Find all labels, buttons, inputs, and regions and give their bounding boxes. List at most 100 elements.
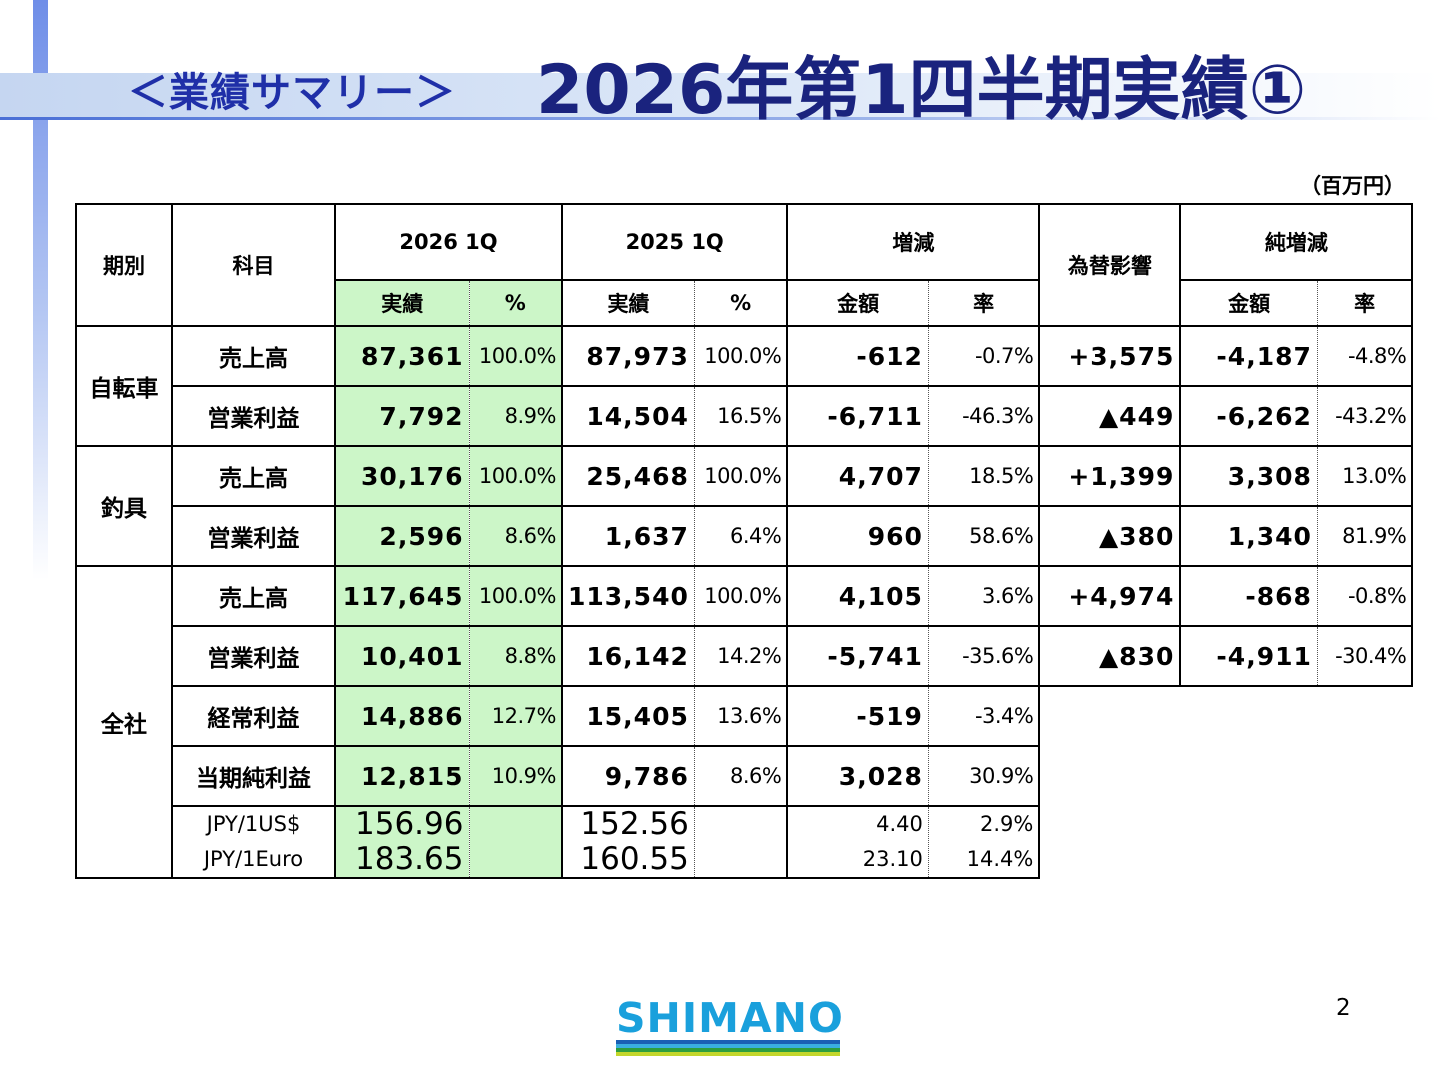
prev-percent: 14.2% — [693, 625, 789, 687]
fx-change-rate: 2.9% 14.4% — [927, 805, 1041, 879]
empty-cell — [1039, 806, 1412, 878]
table-row: 全社 売上高 117,645 100.0% 113,540 100.0% 4,1… — [75, 565, 1414, 879]
change-rate: 30.9% — [927, 745, 1041, 807]
header-row-1: 期別 科目 2026 1Q 2025 1Q 増減 為替影響 純増減 — [75, 203, 1414, 327]
header-cur-percent: % — [468, 279, 563, 327]
prev-percent: 13.6% — [693, 685, 789, 747]
change-amount: 3,028 — [786, 745, 929, 807]
shimano-logo: SHIMANO — [616, 994, 844, 1056]
title-underline — [0, 117, 1440, 120]
table-row: 営業利益 2,596 8.6% 1,637 6.4% 960 58.6% ▲38… — [76, 505, 1414, 567]
table-row: 当期純利益 12,815 10.9% 9,786 8.6% 3,028 30.9… — [76, 745, 1412, 807]
net-rate: -4.8% — [1316, 325, 1414, 387]
segment-bicycle: 自転車 — [75, 325, 173, 447]
fx-prev-euro: 160.55 — [580, 841, 689, 877]
row-item: 売上高 — [171, 445, 336, 507]
prev-percent: 100.0% — [693, 565, 789, 627]
fx-prev-blank — [693, 805, 789, 879]
logo-stripe-green — [616, 1048, 840, 1052]
cur-actual: 12,815 — [334, 745, 470, 807]
change-amount: 4,105 — [786, 565, 929, 627]
change-rate: -3.4% — [927, 685, 1041, 747]
cur-percent: 10.9% — [468, 745, 563, 807]
net-rate: -30.4% — [1316, 625, 1414, 687]
prev-percent: 100.0% — [693, 325, 789, 387]
change-rate: 18.5% — [927, 445, 1041, 507]
section-title: ＜業績サマリー＞ — [128, 70, 456, 116]
page-title: 2026年第1四半期実績① — [536, 51, 1307, 130]
table-row: 営業利益 7,792 8.9% 14,504 16.5% -6,711 -46.… — [76, 385, 1414, 447]
header-change: 増減 — [786, 203, 1041, 281]
cur-percent: 8.6% — [468, 505, 563, 567]
prev-actual: 14,504 — [560, 385, 695, 447]
header-net-amount: 金額 — [1179, 279, 1318, 327]
net-amount: -6,262 — [1179, 385, 1318, 447]
table-row: 自転車 売上高 87,361 100.0% 87,973 100.0% -612… — [75, 325, 1414, 447]
table-row: 営業利益 10,401 8.8% 16,142 14.2% -5,741 -35… — [76, 625, 1414, 687]
net-amount: 1,340 — [1179, 505, 1318, 567]
fx-cur-usd: 156.96 — [355, 806, 464, 842]
logo-stripe-yellow-green — [616, 1052, 840, 1056]
header-cur-actual: 実績 — [334, 279, 470, 327]
segment-fishing-tackle: 釣具 — [75, 445, 173, 567]
prev-actual: 25,468 — [560, 445, 695, 507]
header-item: 科目 — [171, 203, 336, 327]
change-amount: 960 — [786, 505, 929, 567]
fx-prev-usd: 152.56 — [580, 806, 689, 842]
net-amount: -4,187 — [1179, 325, 1318, 387]
fx-rate-usd: 2.9% — [980, 812, 1034, 836]
prev-percent: 8.6% — [693, 745, 789, 807]
fx-impact: +1,399 — [1038, 445, 1182, 507]
unit-label: （百万円） — [1300, 174, 1405, 198]
change-amount: 4,707 — [786, 445, 929, 507]
fx-impact: ▲830 — [1038, 625, 1182, 687]
row-item: 営業利益 — [171, 505, 336, 567]
empty-cell — [1039, 746, 1412, 806]
cur-actual: 87,361 — [334, 325, 470, 387]
fx-impact: +3,575 — [1038, 325, 1182, 387]
fx-prev: 152.56 160.55 — [560, 805, 695, 879]
fx-cur-blank — [468, 805, 563, 879]
prev-percent: 100.0% — [693, 445, 789, 507]
header-period: 期別 — [75, 203, 173, 327]
cur-actual: 30,176 — [334, 445, 470, 507]
cur-actual: 14,886 — [334, 685, 470, 747]
header-prev-actual: 実績 — [560, 279, 695, 327]
row-item: 営業利益 — [171, 625, 336, 687]
cur-actual: 2,596 — [334, 505, 470, 567]
fx-change: 4.40 23.10 — [786, 805, 929, 879]
cur-actual: 10,401 — [334, 625, 470, 687]
change-rate: 58.6% — [927, 505, 1041, 567]
net-rate: -43.2% — [1316, 385, 1414, 447]
logo-stripe-blue — [616, 1040, 840, 1044]
cur-percent: 100.0% — [468, 445, 563, 507]
header-row-2: 実績 % 実績 % 金額 率 金額 率 — [76, 279, 1414, 327]
cur-percent: 100.0% — [468, 565, 563, 627]
prev-actual: 15,405 — [560, 685, 695, 747]
net-rate: -0.8% — [1316, 565, 1414, 627]
fx-rate-euro: 14.4% — [966, 847, 1034, 871]
page-number: 2 — [1336, 995, 1351, 1021]
logo-wordmark: SHIMANO — [616, 994, 844, 1042]
cur-percent: 8.9% — [468, 385, 563, 447]
table-row: 釣具 売上高 30,176 100.0% 25,468 100.0% 4,707… — [75, 445, 1414, 567]
left-accent-bar — [33, 0, 48, 580]
cur-percent: 100.0% — [468, 325, 563, 387]
net-amount: -4,911 — [1179, 625, 1318, 687]
fx-labels: JPY/1US$ JPY/1Euro — [171, 805, 336, 879]
row-item: 売上高 — [171, 325, 336, 387]
change-amount: -6,711 — [786, 385, 929, 447]
fx-cur-euro: 183.65 — [355, 841, 464, 877]
fx-change-euro: 23.10 — [862, 847, 923, 871]
header-net-rate: 率 — [1316, 279, 1414, 327]
title-band — [0, 73, 1440, 119]
change-amount: -612 — [786, 325, 929, 387]
row-item: 売上高 — [171, 565, 336, 627]
row-item: 当期純利益 — [171, 745, 336, 807]
net-amount: -868 — [1179, 565, 1318, 627]
fx-label-euro: JPY/1Euro — [203, 847, 304, 871]
fx-impact: +4,974 — [1038, 565, 1182, 627]
header-fx-impact: 為替影響 — [1038, 203, 1182, 327]
empty-cell — [1039, 686, 1412, 746]
header-net-change: 純増減 — [1179, 203, 1414, 281]
